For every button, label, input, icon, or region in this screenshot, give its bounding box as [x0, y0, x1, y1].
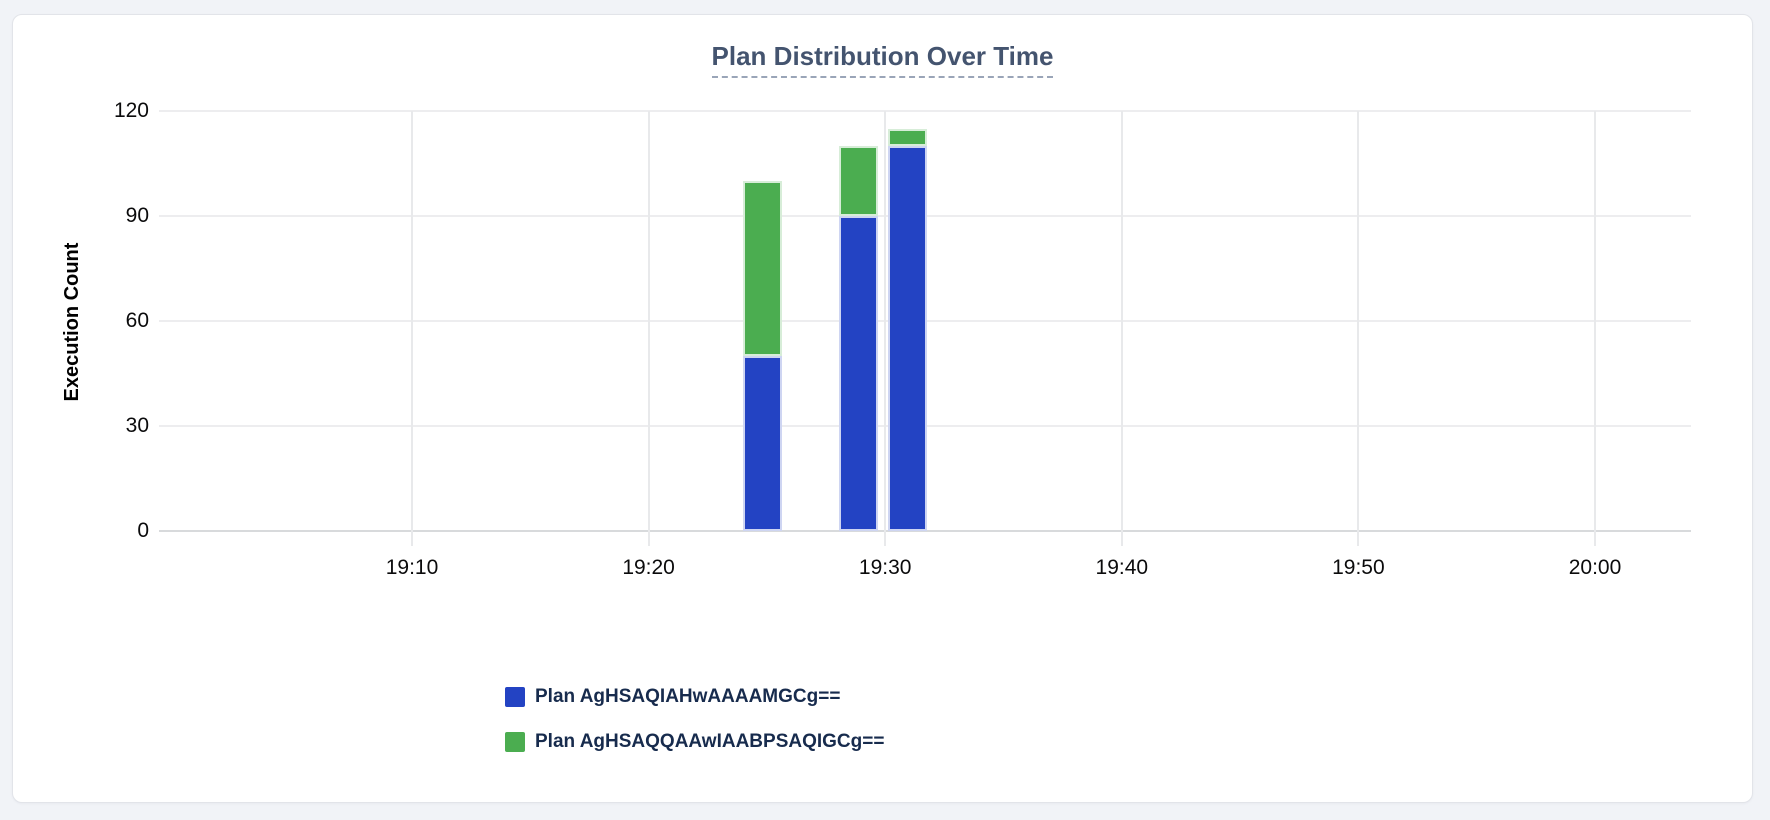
x-gridline: [884, 111, 887, 546]
y-tick-label: 60: [125, 309, 149, 332]
x-gridline: [1357, 111, 1360, 546]
y-tick-label: 0: [137, 519, 149, 542]
x-gridline: [1594, 111, 1596, 546]
x-tick-label: 20:00: [1568, 556, 1622, 579]
chart-title[interactable]: Plan Distribution Over Time: [711, 41, 1054, 78]
chart-plot-area: Execution Count 0 30 60 90 120 19:10 19:20 19:3…: [13, 15, 1752, 802]
y-tick-label: 120: [113, 99, 149, 122]
bar-segment-series-0[interactable]: [839, 216, 879, 531]
legend-item[interactable]: Plan AgHSAQIAHwAAAAMGCg==: [505, 686, 884, 707]
legend-label: Plan AgHSAQQAAwIAABPSAQIGCg==: [535, 731, 885, 752]
x-gridline: [647, 111, 650, 546]
y-gridline: [159, 110, 1691, 112]
y-gridline: [159, 530, 1691, 532]
x-tick-label: 19:30: [858, 556, 912, 579]
legend-swatch-icon: [505, 687, 525, 707]
chart-card: Plan Distribution Over Time Execution Co…: [12, 14, 1753, 803]
chart-legend: Plan AgHSAQIAHwAAAAMGCg== Plan AgHSAQQAAw…: [505, 686, 885, 777]
x-gridline: [411, 111, 413, 546]
bar-segment-series-0[interactable]: [743, 356, 783, 531]
y-tick-label: 90: [125, 204, 149, 227]
bar-segment-series-1[interactable]: [839, 146, 879, 216]
chart-header: Plan Distribution Over Time: [13, 41, 1752, 78]
x-tick-label: 19:50: [1332, 556, 1385, 579]
x-tick-label: 19:10: [385, 556, 439, 579]
bar-segment-series-1[interactable]: [887, 128, 927, 146]
x-tick-label: 19:40: [1095, 556, 1149, 579]
x-tick-label: 19:20: [622, 556, 675, 579]
legend-label: Plan AgHSAQIAHwAAAAMGCg==: [535, 686, 841, 707]
legend-swatch-icon: [505, 732, 525, 752]
legend-item[interactable]: Plan AgHSAQQAAwIAABPSAQIGCg==: [505, 731, 885, 752]
y-tick-label: 30: [125, 414, 149, 437]
x-gridline: [1120, 111, 1123, 546]
bar-segment-series-1[interactable]: [743, 181, 783, 356]
bar-segment-series-0[interactable]: [887, 146, 927, 531]
